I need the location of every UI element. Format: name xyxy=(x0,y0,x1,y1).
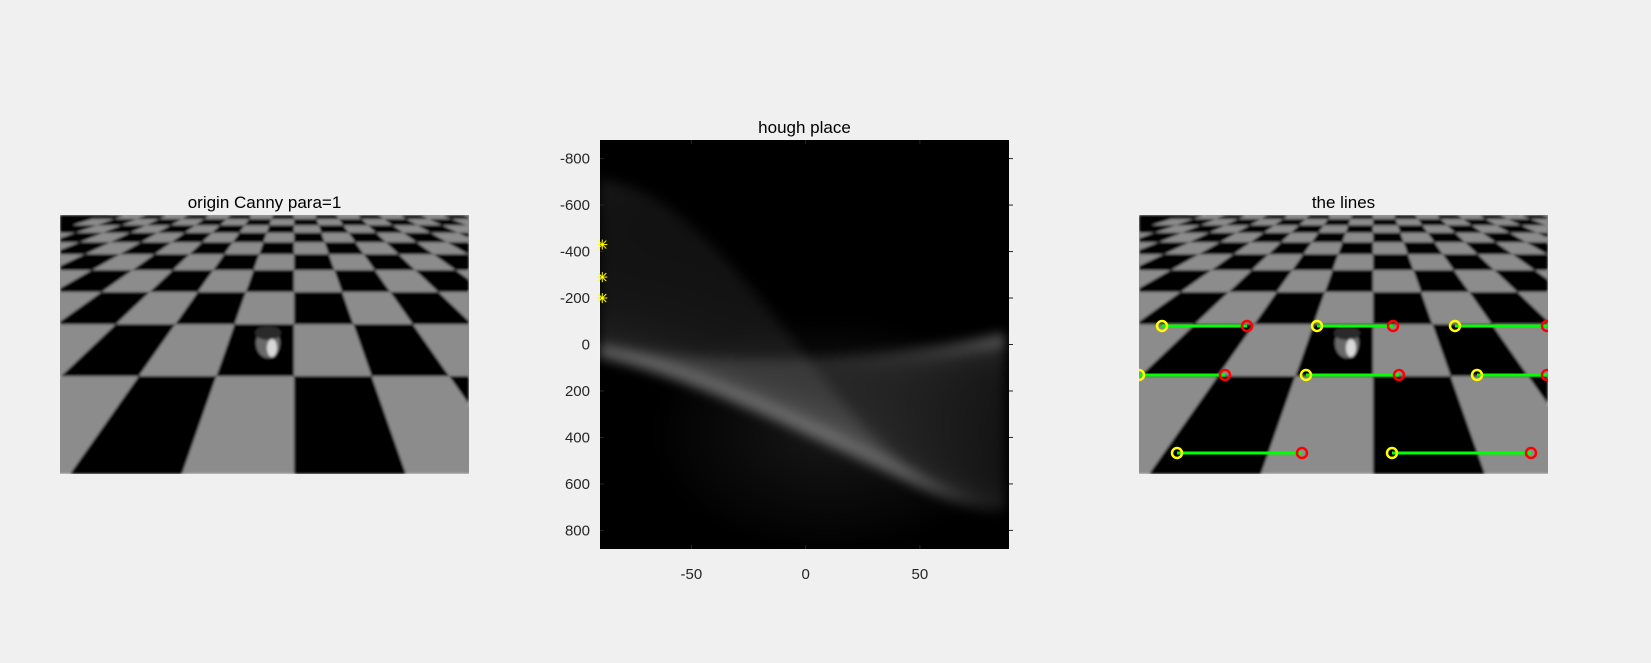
hough-ytick-label: -800 xyxy=(560,151,590,168)
segment-start-marker xyxy=(1155,319,1169,333)
segment-start-marker xyxy=(1448,319,1462,333)
segment-start-marker xyxy=(1310,319,1324,333)
hough-ytick-label: 0 xyxy=(582,337,590,354)
segment-start-marker xyxy=(1385,446,1399,460)
left-panel-title: origin Canny para=1 xyxy=(187,193,342,212)
segment-end-marker xyxy=(1392,368,1406,382)
segment-end-marker xyxy=(1524,446,1538,460)
segment-end-marker xyxy=(1240,319,1254,333)
hough-ytick-label: 200 xyxy=(565,383,590,400)
hough-ytick-label: 800 xyxy=(565,522,590,539)
hough-xtick-label: 50 xyxy=(912,566,929,583)
origin-image xyxy=(60,215,469,474)
right-panel-title: the lines xyxy=(1311,193,1376,212)
hough-ytick-label: -400 xyxy=(560,244,590,261)
segment-end-marker xyxy=(1540,368,1548,382)
hough-xtick-label: -50 xyxy=(681,566,703,583)
segment-end-marker xyxy=(1218,368,1232,382)
hough-ytick-label: -200 xyxy=(560,290,590,307)
segment-end-marker xyxy=(1295,446,1309,460)
hough-peak-marker xyxy=(597,293,608,304)
hough-ytick-label: -600 xyxy=(560,197,590,214)
segment-start-marker xyxy=(1470,368,1484,382)
hough-peak-marker xyxy=(597,239,608,250)
segment-end-marker xyxy=(1386,319,1400,333)
middle-panel-title: hough place xyxy=(758,118,851,137)
segment-start-marker xyxy=(1299,368,1313,382)
segment-start-marker xyxy=(1139,368,1146,382)
hough-ytick-label: 400 xyxy=(565,429,590,446)
lines-image xyxy=(1139,215,1548,474)
segment-end-marker xyxy=(1540,319,1548,333)
hough-chart: -50 0 50 -800 -600 -400 -200 0 200 400 600 800 xyxy=(560,140,1013,583)
hough-xtick-label: 0 xyxy=(801,566,809,583)
hough-ytick-label: 600 xyxy=(565,476,590,493)
hough-peak-marker xyxy=(597,272,608,283)
segment-start-marker xyxy=(1170,446,1184,460)
